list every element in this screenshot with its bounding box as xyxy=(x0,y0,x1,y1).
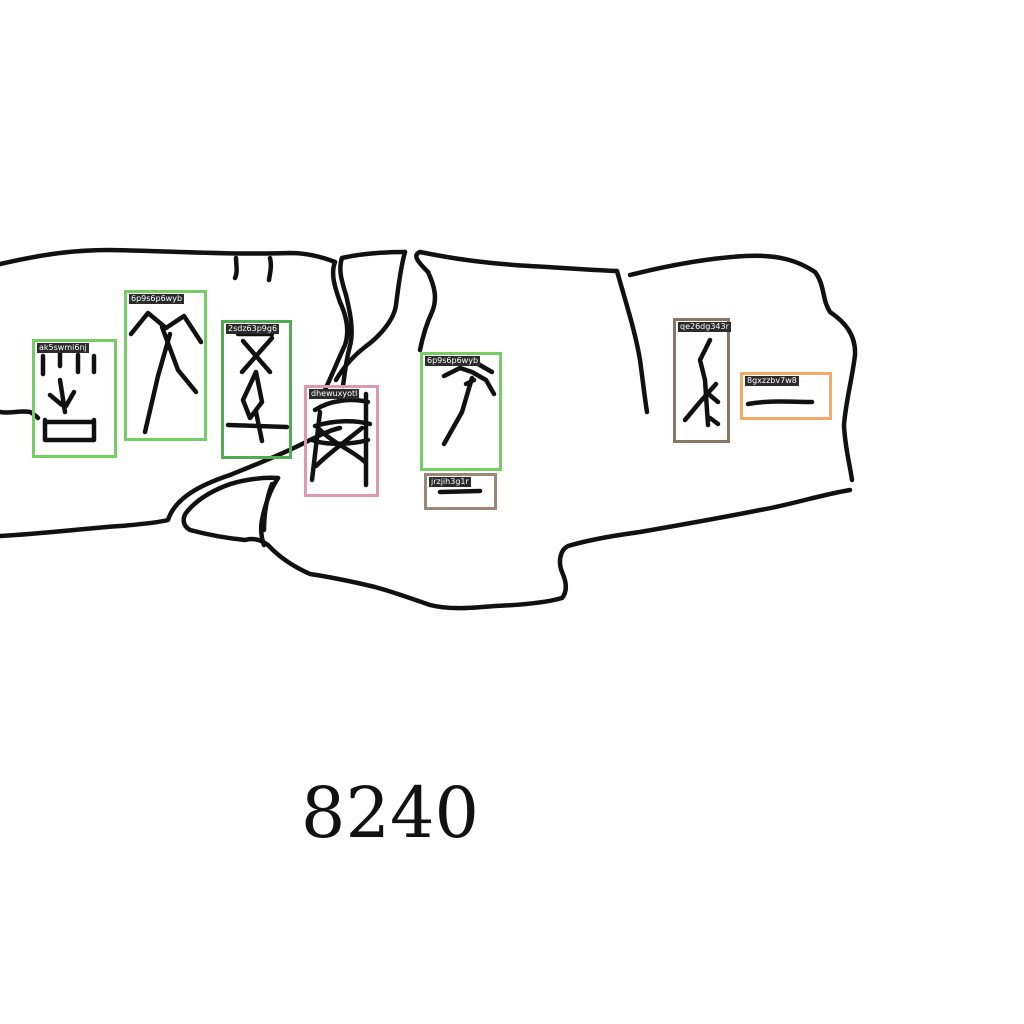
annotation-label-4: dhewuxyotl xyxy=(309,389,360,399)
glyph-2 xyxy=(128,310,204,435)
annotation-label-7: qe26dg343r xyxy=(678,322,731,332)
fragment-outline xyxy=(0,247,858,483)
glyph-6 xyxy=(437,488,483,495)
glyph-7 xyxy=(682,337,721,428)
annotation-label-3: 2sdz63p9g6 xyxy=(226,324,280,334)
annotation-box-8[interactable]: 8gxzzbv7w8 xyxy=(740,372,832,420)
annotation-box-6[interactable]: jrzjih3g1r xyxy=(424,473,497,510)
annotation-box-7[interactable]: qe26dg343r xyxy=(673,318,731,443)
plate-number: 8240 xyxy=(300,772,480,854)
crack-left xyxy=(232,255,274,283)
glyph-4 xyxy=(309,391,373,488)
crack-center xyxy=(321,255,354,395)
annotation-label-6: jrzjih3g1r xyxy=(429,477,471,487)
annotation-box-2[interactable]: 6p9s6p6wyb xyxy=(124,290,207,441)
glyph-1 xyxy=(40,349,97,443)
annotation-label-1: ak5swmi6nj xyxy=(37,343,89,353)
fragment-bottom-edge xyxy=(0,425,853,611)
annotation-label-8: 8gxzzbv7w8 xyxy=(745,376,799,386)
annotation-label-5: 6p9s6p6wyb xyxy=(425,356,481,366)
crack-lower-left xyxy=(258,475,281,548)
annotation-box-3[interactable]: 2sdz63p9g6 xyxy=(221,320,292,459)
left-edge-notch xyxy=(0,409,41,421)
annotation-box-4[interactable]: dhewuxyotl xyxy=(304,385,379,497)
crack-center-right xyxy=(333,249,438,383)
glyph-5 xyxy=(441,361,497,447)
annotation-box-1[interactable]: ak5swmi6nj xyxy=(32,339,117,458)
crack-right xyxy=(614,268,650,415)
annotation-label-2: 6p9s6p6wyb xyxy=(129,294,185,304)
glyph-8 xyxy=(745,399,815,407)
annotation-box-5[interactable]: 6p9s6p6wyb xyxy=(420,352,502,471)
glyph-3 xyxy=(225,331,290,444)
